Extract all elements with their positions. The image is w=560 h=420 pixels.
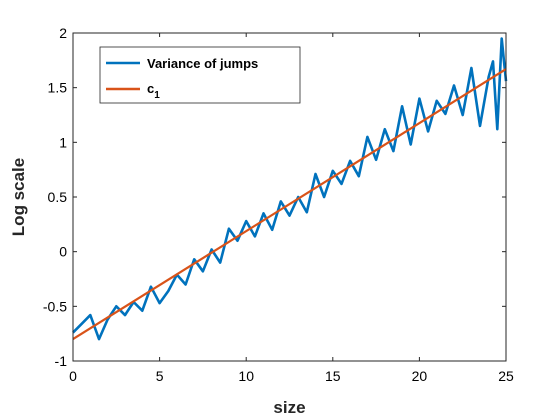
y-tick-label: 0 xyxy=(59,244,67,260)
y-axis-label: Log scale xyxy=(9,158,28,236)
y-tick-label: 2 xyxy=(59,25,67,41)
tick-labels-layer: 0 5 10 15 20 25 -1 -0.5 0 0.5 1 1.5 2 xyxy=(43,25,514,384)
ticks-layer xyxy=(72,32,507,362)
series-layer xyxy=(72,37,508,341)
series-line-c1 xyxy=(72,68,507,341)
legend-label-variance: Variance of jumps xyxy=(147,56,258,71)
x-axis-label: size xyxy=(273,398,305,417)
y-tick-label: 0.5 xyxy=(48,189,68,205)
legend-label-c1-subscript: 1 xyxy=(154,90,160,101)
x-tick-label: 5 xyxy=(156,368,164,384)
legend-label-c1: c1 xyxy=(147,81,160,101)
y-tick-label: 1.5 xyxy=(48,80,68,96)
x-tick-label: 20 xyxy=(412,368,428,384)
y-tick-label: -1 xyxy=(55,353,68,369)
legend-box xyxy=(99,46,301,104)
y-tick-label: -0.5 xyxy=(43,298,67,314)
x-tick-label: 25 xyxy=(498,368,514,384)
y-tick-label: 1 xyxy=(59,134,67,150)
x-tick-label: 15 xyxy=(325,368,341,384)
x-tick-label: 0 xyxy=(69,368,77,384)
x-tick-label: 10 xyxy=(238,368,254,384)
legend-label-c1-base: c xyxy=(147,81,154,96)
legend: Variance of jumps c1 xyxy=(99,46,301,104)
